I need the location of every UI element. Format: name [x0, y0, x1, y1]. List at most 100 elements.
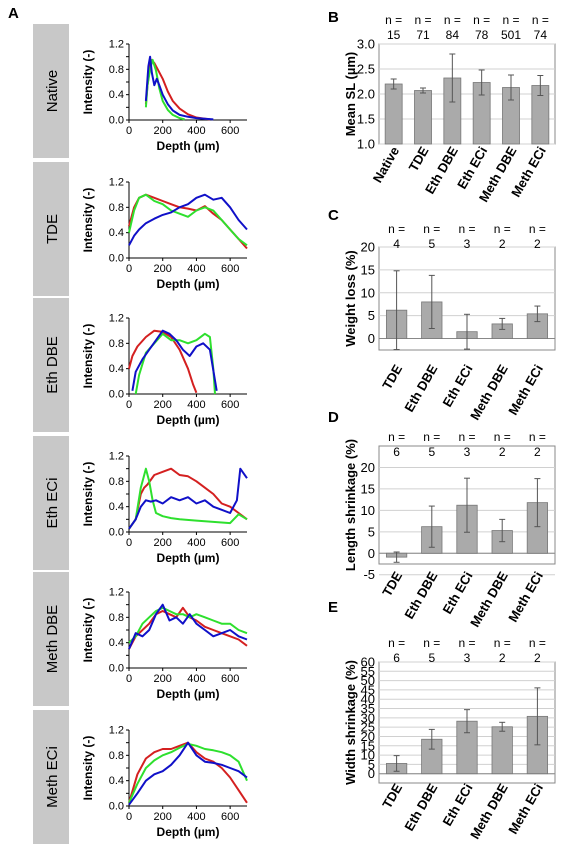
category-label: TDE — [379, 362, 405, 392]
row-label: Eth ECi — [44, 478, 61, 529]
x-tick-label: 600 — [221, 399, 239, 411]
y-tick-label: 30 — [361, 710, 375, 725]
x-tick-label: 400 — [187, 537, 205, 549]
n-prefix: n = — [423, 430, 440, 444]
x-tick-label: 200 — [154, 125, 172, 137]
y-tick-label: 35 — [361, 701, 375, 716]
x-tick-label: 0 — [126, 673, 132, 685]
y-axis-label: Intensity (-) — [81, 188, 95, 253]
x-tick-label: 0 — [126, 263, 132, 275]
n-prefix: n = — [502, 13, 519, 27]
bar — [384, 83, 403, 145]
y-tick-label: 1.2 — [109, 39, 124, 51]
y-tick-label: 55 — [361, 664, 375, 679]
y-tick-label: 0.8 — [109, 338, 124, 350]
n-prefix: n = — [423, 222, 440, 236]
row-label-box — [33, 572, 69, 706]
y-axis-label: Intensity (-) — [81, 462, 95, 527]
series-line-green — [144, 58, 185, 121]
row-label: Meth ECi — [44, 746, 61, 808]
category-label: Meth ECi — [505, 362, 546, 418]
x-tick-label: 600 — [221, 125, 239, 137]
n-prefix: n = — [458, 430, 475, 444]
series-line-red — [128, 741, 248, 804]
x-axis-label: Depth (µm) — [157, 277, 220, 291]
row-label: TDE — [44, 214, 61, 244]
series-line-blue — [128, 741, 248, 806]
x-tick-label: 200 — [154, 263, 172, 275]
y-tick-label: 0 — [368, 546, 375, 561]
y-tick-label: 20 — [361, 460, 375, 475]
x-tick-label: 200 — [154, 399, 172, 411]
y-axis-label: Length shrinkage (%) — [343, 439, 358, 571]
x-tick-label: 400 — [187, 263, 205, 275]
bar — [491, 726, 513, 775]
n-prefix: n = — [388, 430, 405, 444]
y-axis-label: Intensity (-) — [81, 50, 95, 115]
y-tick-label: 0.0 — [109, 389, 124, 401]
y-tick-label: 0.8 — [109, 202, 124, 214]
n-prefix: n = — [532, 13, 549, 27]
y-tick-label: 15 — [361, 481, 375, 496]
panel-letter-c: C — [328, 207, 339, 224]
row-label-box — [33, 710, 69, 844]
n-prefix: n = — [529, 222, 546, 236]
n-value: 5 — [428, 445, 435, 459]
n-value: 2 — [499, 237, 506, 251]
series-line-blue — [128, 603, 248, 650]
n-prefix: n = — [494, 222, 511, 236]
category-label: Eth ECi — [439, 362, 475, 410]
panel-letter-a: A — [8, 5, 19, 22]
series-line-blue — [131, 329, 218, 391]
row-label: Native — [44, 70, 61, 113]
row-label: Meth DBE — [44, 605, 61, 673]
y-tick-label: 0.0 — [109, 253, 124, 265]
n-prefix: n = — [388, 636, 405, 650]
n-value: 5 — [428, 651, 435, 665]
series-line-green — [128, 606, 248, 644]
category-label: TDE — [379, 569, 405, 599]
category-label: Meth ECi — [505, 781, 546, 837]
y-tick-label: 25 — [361, 720, 375, 735]
series-line-blue — [128, 193, 248, 246]
y-tick-label: 0 — [368, 331, 375, 346]
category-label: Eth DBE — [401, 781, 440, 834]
series-line-green — [128, 193, 248, 247]
x-tick-label: 400 — [187, 125, 205, 137]
y-tick-label: 2.5 — [357, 62, 375, 77]
series-line-red — [128, 606, 248, 650]
x-tick-label: 600 — [221, 811, 239, 823]
y-tick-label: 0.4 — [109, 89, 124, 101]
y-tick-label: -5 — [363, 567, 375, 582]
y-tick-label: 0.0 — [109, 115, 124, 127]
y-tick-label: 60 — [361, 655, 375, 670]
row-label-box — [33, 436, 69, 570]
n-value: 6 — [393, 445, 400, 459]
y-tick-label: 20 — [361, 729, 375, 744]
series-line-red — [128, 193, 248, 250]
n-value: 74 — [534, 28, 548, 42]
y-tick-label: 1.2 — [109, 587, 124, 599]
n-value: 4 — [393, 237, 400, 251]
series-line-blue — [128, 467, 248, 530]
y-tick-label: 0.4 — [109, 637, 124, 649]
row-label-box — [33, 298, 69, 432]
y-tick-label: 15 — [361, 262, 375, 277]
n-value: 78 — [475, 28, 489, 42]
n-value: 501 — [501, 28, 521, 42]
y-tick-label: 1.0 — [357, 137, 375, 152]
category-label: Eth ECi — [439, 781, 475, 829]
y-tick-label: 0.8 — [109, 750, 124, 762]
panel-a: Native 0.0 0.4 0.8 1.2 0 200 400 600 Depth (µm) In… — [33, 24, 248, 844]
n-value: 2 — [534, 445, 541, 459]
y-tick-label: 5 — [368, 757, 375, 772]
category-label: Eth DBE — [401, 569, 440, 622]
category-label: Meth ECi — [505, 569, 546, 625]
y-tick-label: 0.8 — [109, 476, 124, 488]
